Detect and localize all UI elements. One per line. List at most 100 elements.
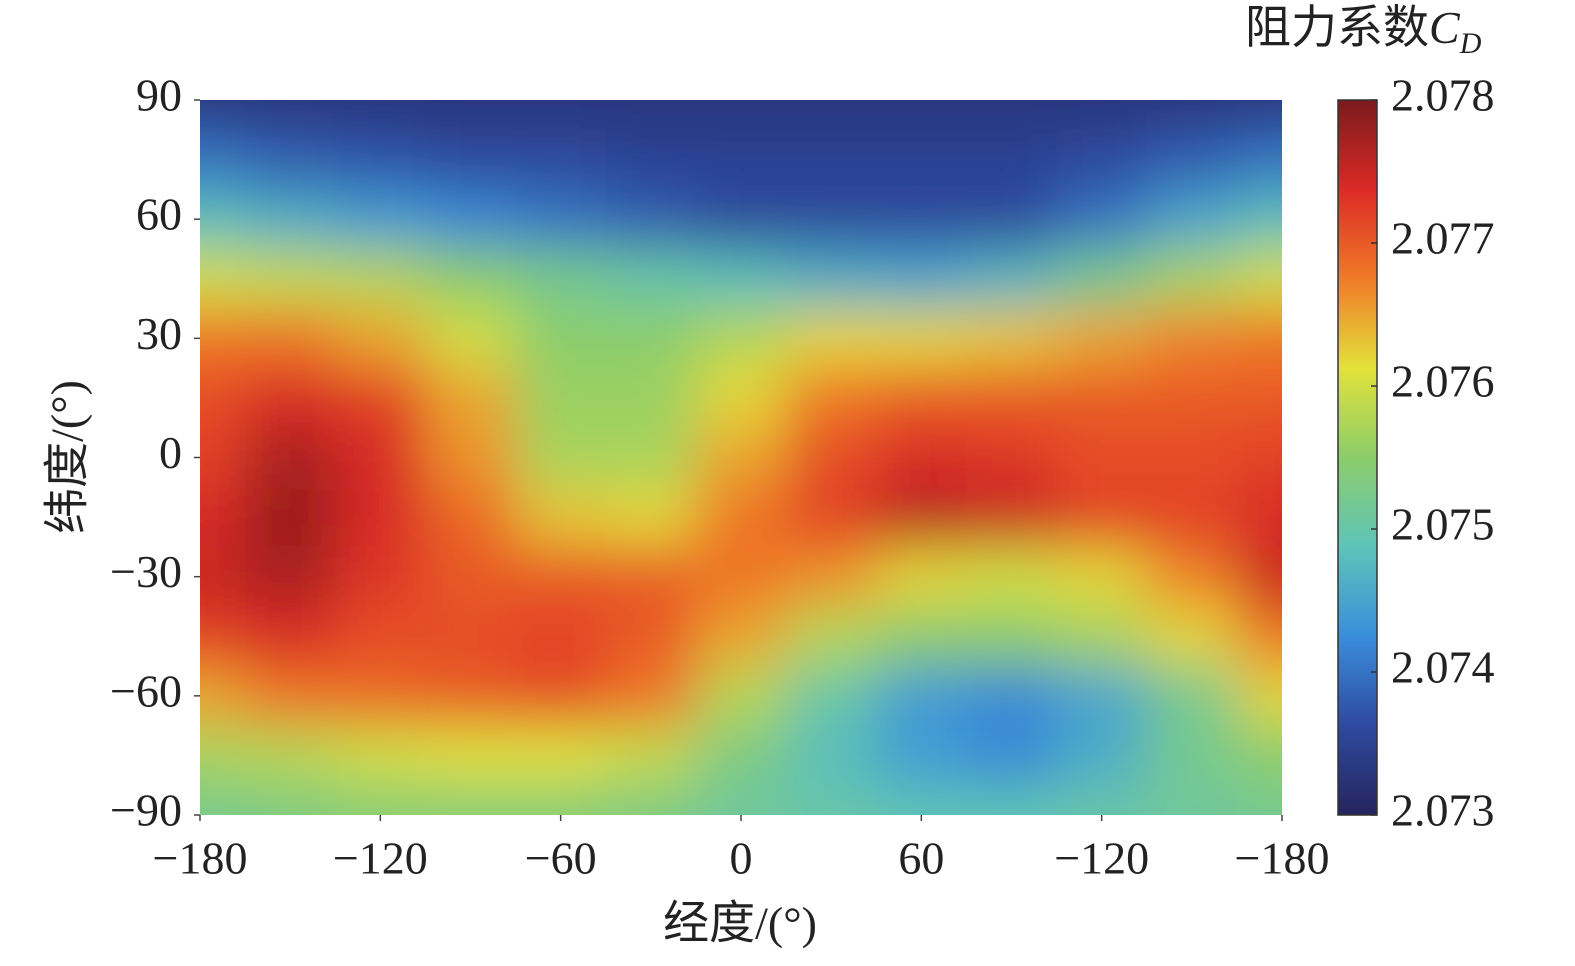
heat-cell: [515, 427, 607, 488]
heat-cell: [335, 308, 426, 369]
heat-cell: [876, 487, 967, 548]
heat-cell: [1056, 368, 1148, 429]
heat-cell: [200, 368, 246, 429]
x-tick-label: −120: [333, 833, 428, 884]
heat-cell: [876, 725, 967, 786]
heat-cell: [425, 100, 517, 131]
heat-cell: [786, 666, 877, 727]
heat-cell: [605, 725, 697, 786]
heat-cell: [1056, 248, 1148, 310]
heat-cell: [425, 427, 517, 488]
y-tick-label: 30: [136, 308, 182, 359]
heat-cell: [876, 129, 967, 190]
heat-cell: [335, 427, 426, 488]
heat-cell: [200, 100, 246, 131]
heat-cell: [515, 129, 607, 190]
heat-cell: [200, 427, 246, 488]
heat-cell: [966, 785, 1058, 815]
x-tick-label: −120: [1054, 833, 1149, 884]
heat-cell: [966, 129, 1058, 190]
heat-cell: [1146, 785, 1238, 815]
heat-cell: [245, 487, 336, 548]
heat-cell: [786, 546, 877, 607]
colorbar-tick-label: 2.077: [1391, 213, 1495, 264]
heat-cell: [1236, 606, 1282, 667]
heat-cell: [1146, 248, 1238, 310]
colorbar-label: 阻力系数: [1245, 2, 1429, 53]
heat-cell: [1146, 725, 1238, 786]
x-tick-label: −60: [525, 833, 597, 884]
heat-cell: [1236, 308, 1282, 369]
heat-cell: [200, 725, 246, 786]
heat-cell: [876, 368, 967, 429]
heat-cell: [1146, 666, 1238, 727]
heat-cell: [605, 308, 697, 369]
heat-cell: [200, 666, 246, 727]
heat-cell: [200, 189, 246, 250]
heat-cell: [245, 606, 336, 667]
heat-cell: [1236, 100, 1282, 131]
colorbar-tick-label: 2.073: [1391, 785, 1495, 836]
heat-cell: [335, 189, 426, 250]
heat-cell: [605, 189, 697, 250]
colorbar-subscript: D: [1459, 27, 1482, 60]
heat-cell: [245, 725, 336, 786]
heat-cell: [876, 606, 967, 667]
heat-cell: [605, 785, 697, 815]
heat-cell: [966, 368, 1058, 429]
x-tick-label: −180: [1235, 833, 1330, 884]
heat-cell: [695, 248, 787, 310]
heat-cell: [1056, 100, 1148, 131]
heat-cell: [515, 100, 607, 131]
y-tick-label: −90: [110, 785, 182, 836]
heat-cell: [876, 248, 967, 310]
heat-cell: [200, 248, 246, 310]
heat-cell: [786, 725, 877, 786]
heat-cell: [966, 725, 1058, 786]
heat-cell: [245, 189, 336, 250]
heat-cell: [966, 308, 1058, 369]
heat-cell: [966, 606, 1058, 667]
colorbar-tick-label: 2.078: [1391, 70, 1495, 121]
heat-cell: [200, 308, 246, 369]
heat-cell: [876, 100, 967, 131]
heat-cell: [1236, 725, 1282, 786]
heat-cell: [966, 546, 1058, 607]
heat-cell: [695, 189, 787, 250]
heat-cell: [335, 546, 426, 607]
heat-cell: [1146, 100, 1238, 131]
heat-cell: [605, 606, 697, 667]
heat-cell: [605, 487, 697, 548]
heat-cell: [1056, 308, 1148, 369]
heat-cell: [245, 427, 336, 488]
heat-cell: [1056, 606, 1148, 667]
heat-cell: [1056, 129, 1148, 190]
heat-cell: [1236, 368, 1282, 429]
heat-cell: [966, 427, 1058, 488]
heat-cell: [786, 606, 877, 667]
heat-cell: [876, 785, 967, 815]
heat-cell: [515, 606, 607, 667]
heat-cell: [1236, 248, 1282, 310]
heat-cell: [966, 100, 1058, 131]
heat-cell: [335, 368, 426, 429]
heat-cell: [1236, 189, 1282, 250]
heat-cell: [876, 546, 967, 607]
heat-cell: [695, 308, 787, 369]
heat-cell: [425, 487, 517, 548]
heat-cell: [786, 308, 877, 369]
heat-cell: [695, 546, 787, 607]
heat-cell: [335, 785, 426, 815]
heat-cell: [335, 666, 426, 727]
heat-cell: [425, 248, 517, 310]
heat-cell: [695, 785, 787, 815]
heat-cell: [425, 368, 517, 429]
heat-cell: [695, 606, 787, 667]
heat-cell: [695, 427, 787, 488]
heat-cell: [200, 487, 246, 548]
y-tick-label: −30: [110, 546, 182, 597]
heat-cell: [515, 308, 607, 369]
heat-cell: [515, 785, 607, 815]
colorbar: [1337, 99, 1378, 816]
heat-cell: [695, 368, 787, 429]
